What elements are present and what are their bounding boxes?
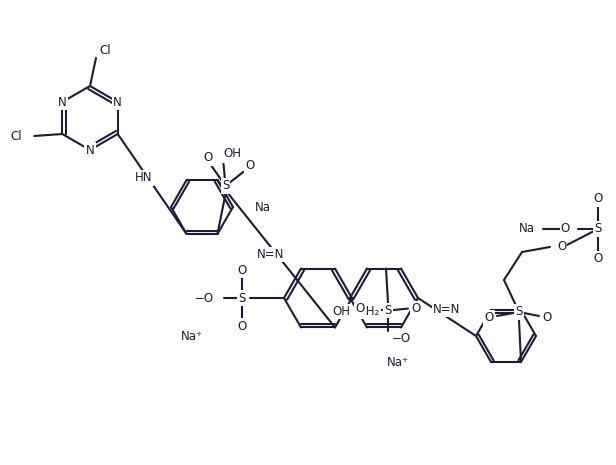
Text: NH₂: NH₂ [358, 305, 380, 318]
Text: S: S [384, 304, 392, 317]
Text: O: O [557, 240, 566, 253]
Text: −O: −O [195, 292, 214, 305]
Text: Na: Na [255, 200, 271, 213]
Text: Na⁺: Na⁺ [387, 356, 409, 369]
Text: Na: Na [519, 222, 535, 235]
Text: O: O [542, 312, 551, 325]
Text: S: S [594, 222, 602, 235]
Text: Na⁺: Na⁺ [181, 330, 203, 343]
Text: O: O [237, 319, 246, 332]
Text: O: O [237, 264, 246, 277]
Text: O: O [355, 302, 365, 315]
Text: −O: −O [392, 332, 411, 345]
Text: O: O [593, 193, 602, 206]
Text: OH: OH [224, 147, 241, 160]
Text: HN: HN [136, 172, 153, 185]
Text: S: S [238, 292, 246, 305]
Text: N: N [86, 144, 94, 157]
Text: O: O [561, 222, 570, 235]
Text: O: O [411, 302, 421, 315]
Text: N=N: N=N [256, 248, 284, 261]
Text: Cl: Cl [10, 129, 22, 142]
Text: OH: OH [332, 305, 350, 318]
Text: S: S [516, 306, 523, 319]
Text: O: O [484, 312, 493, 325]
Text: O: O [204, 151, 213, 164]
Text: N=N: N=N [433, 303, 461, 315]
Text: N: N [113, 95, 122, 108]
Text: N: N [58, 95, 67, 108]
Text: O: O [245, 159, 254, 173]
Text: S: S [222, 179, 229, 193]
Text: Cl: Cl [99, 44, 111, 57]
Text: O: O [593, 252, 602, 266]
